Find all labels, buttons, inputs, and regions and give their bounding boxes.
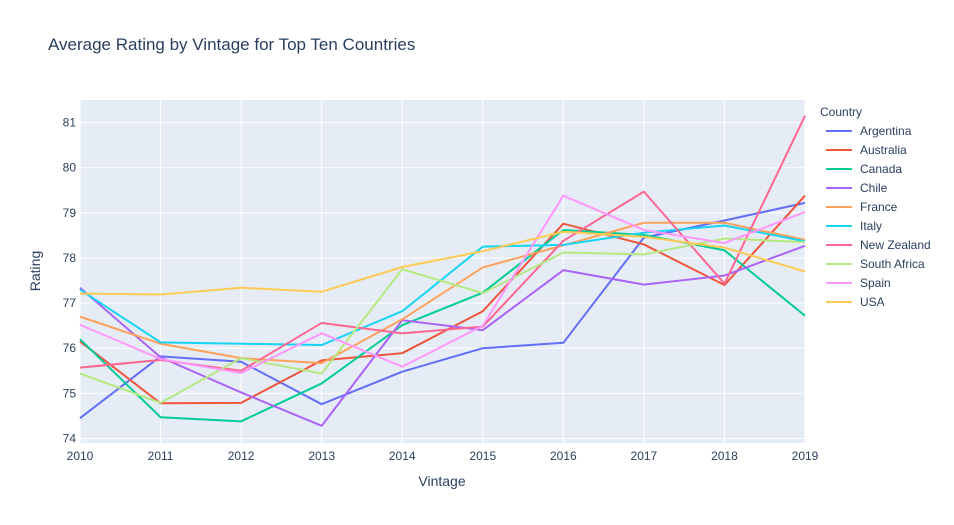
x-tick-label: 2019 bbox=[792, 449, 819, 463]
x-axis-label: Vintage bbox=[418, 473, 465, 489]
legend-label: Argentina bbox=[860, 124, 912, 138]
y-tick-label: 74 bbox=[63, 431, 77, 445]
legend-label: France bbox=[860, 200, 898, 214]
x-tick-label: 2018 bbox=[711, 449, 738, 463]
y-tick-label: 78 bbox=[63, 251, 77, 265]
y-tick-label: 79 bbox=[63, 206, 77, 220]
y-tick-label: 77 bbox=[63, 296, 77, 310]
x-tick-label: 2017 bbox=[631, 449, 658, 463]
chart-title: Average Rating by Vintage for Top Ten Co… bbox=[48, 35, 415, 54]
legend-label: Spain bbox=[860, 276, 891, 290]
y-tick-label: 76 bbox=[63, 341, 77, 355]
series-line-france[interactable] bbox=[79, 221, 806, 365]
legend-label: Australia bbox=[860, 143, 907, 157]
x-axis-ticks: 2010 2011 2012 2013 2014 2015 2016 2017 2018 2019 bbox=[67, 449, 819, 463]
legend-label: South Africa bbox=[860, 257, 925, 271]
gridlines bbox=[79, 100, 806, 443]
legend-label: Italy bbox=[860, 219, 882, 233]
legend-item-canada[interactable]: Canada bbox=[826, 162, 902, 176]
legend-item-italy[interactable]: Italy bbox=[826, 219, 882, 233]
series-line-chile[interactable] bbox=[79, 244, 806, 427]
legend-item-chile[interactable]: Chile bbox=[826, 181, 888, 195]
legend-label: Chile bbox=[860, 181, 888, 195]
legend-item-spain[interactable]: Spain bbox=[826, 276, 891, 290]
legend-item-south-africa[interactable]: South Africa bbox=[826, 257, 925, 271]
series-line-australia[interactable] bbox=[79, 195, 806, 405]
y-tick-label: 75 bbox=[63, 386, 77, 400]
legend-title: Country bbox=[820, 105, 862, 119]
series-line-usa[interactable] bbox=[79, 230, 806, 296]
x-tick-label: 2012 bbox=[228, 449, 255, 463]
legend-item-france[interactable]: France bbox=[826, 200, 898, 214]
y-axis-label: Rating bbox=[27, 251, 43, 291]
legend-label: Canada bbox=[860, 162, 902, 176]
x-tick-label: 2011 bbox=[148, 449, 174, 463]
series-lines bbox=[79, 115, 806, 427]
x-tick-label: 2013 bbox=[308, 449, 335, 463]
y-axis-ticks: 74 75 76 77 78 79 80 81 bbox=[63, 116, 77, 446]
legend-item-new-zealand[interactable]: New Zealand bbox=[826, 238, 931, 252]
legend-label: USA bbox=[860, 295, 885, 309]
legend: Country Argentina Australia Canada Chile Fra… bbox=[820, 105, 931, 309]
legend-item-usa[interactable]: USA bbox=[826, 295, 885, 309]
x-tick-label: 2016 bbox=[550, 449, 577, 463]
y-tick-label: 81 bbox=[63, 116, 77, 130]
x-tick-label: 2010 bbox=[67, 449, 94, 463]
x-tick-label: 2014 bbox=[389, 449, 416, 463]
series-line-spain[interactable] bbox=[79, 194, 806, 375]
legend-item-argentina[interactable]: Argentina bbox=[826, 124, 912, 138]
x-tick-label: 2015 bbox=[469, 449, 496, 463]
plot-area bbox=[80, 100, 805, 443]
legend-label: New Zealand bbox=[860, 238, 931, 252]
series-line-south-africa[interactable] bbox=[79, 237, 806, 404]
series-line-italy[interactable] bbox=[79, 224, 806, 347]
y-tick-label: 80 bbox=[63, 161, 77, 175]
legend-item-australia[interactable]: Australia bbox=[826, 143, 907, 157]
